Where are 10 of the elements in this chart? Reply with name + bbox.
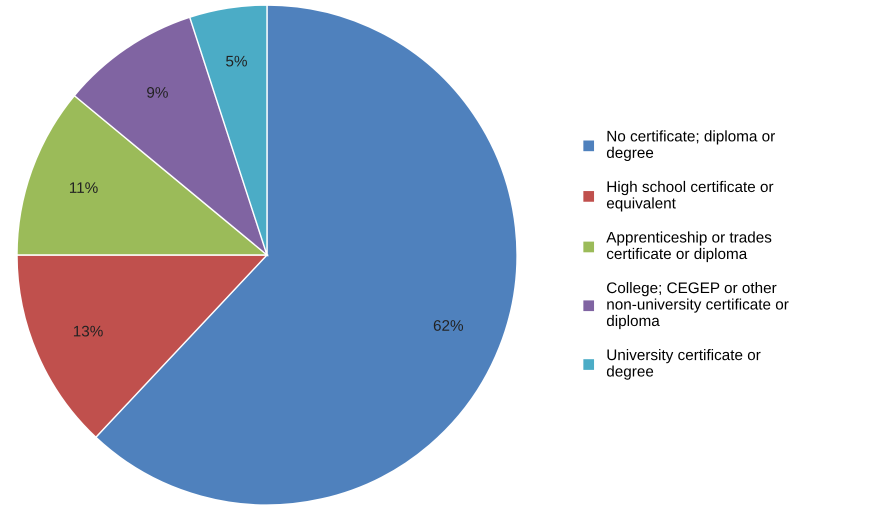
legend-label: No certificate; diploma or degree: [606, 130, 775, 162]
legend-label: University certificate or degree: [606, 348, 761, 380]
legend-label: Apprenticeship or trades certificate or diploma: [606, 231, 772, 262]
data-label: 11%: [70, 182, 98, 193]
legend-label: High school certificate or equivalent: [606, 180, 774, 212]
data-label: 13%: [74, 326, 103, 337]
data-label: 5%: [226, 56, 247, 66]
legend-label: College; CEGEP or other non-university certificate or diploma: [606, 282, 789, 330]
data-label: 62%: [434, 320, 464, 331]
data-label: 9%: [147, 87, 168, 98]
